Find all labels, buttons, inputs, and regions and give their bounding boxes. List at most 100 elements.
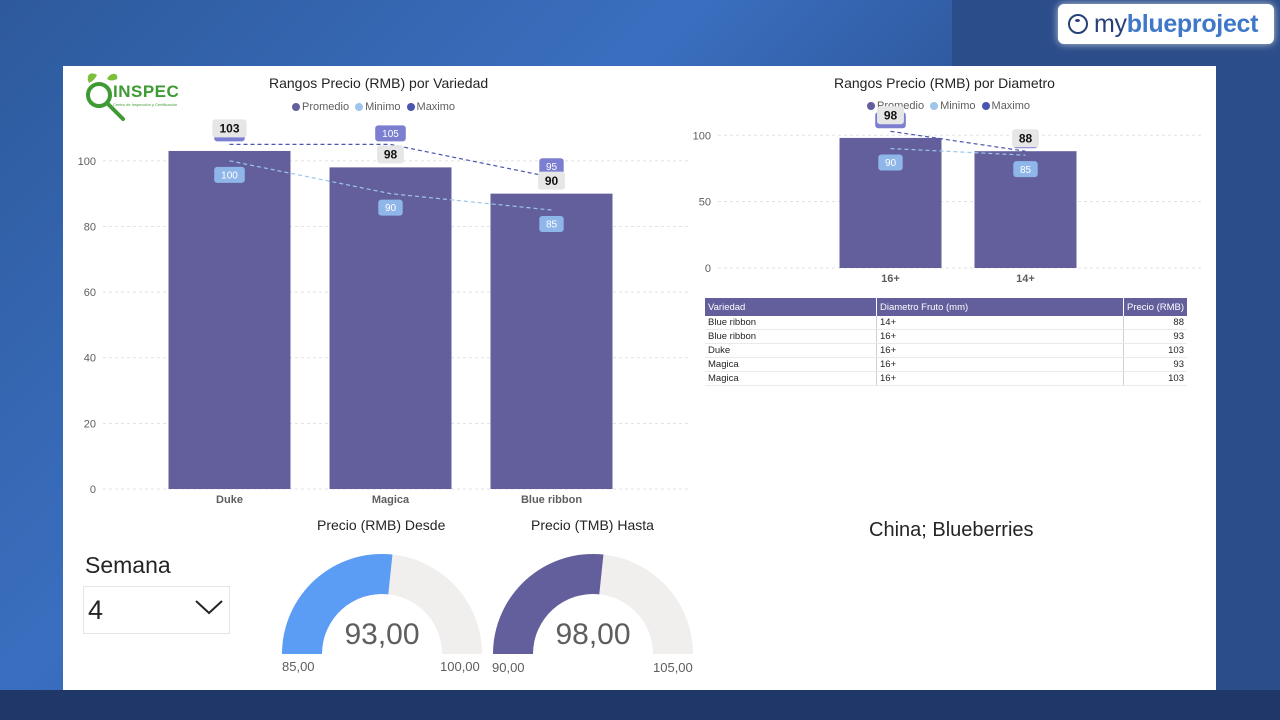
y-tick-label: 100 (693, 130, 711, 142)
line-maximo (890, 130, 1026, 152)
legend-item-maximo[interactable]: Maximo (406, 101, 456, 113)
background-bottom-strip (0, 690, 1280, 720)
data-label-minimo-box (214, 166, 245, 183)
bar (168, 150, 291, 489)
table-row: Blue ribbon 16+ 93 (705, 329, 1187, 344)
table-cell: Magica (705, 371, 877, 386)
gauge-fill (282, 554, 393, 654)
y-tick-label: 0 (90, 484, 96, 496)
gauge-fill (493, 554, 604, 654)
gauge-desde (282, 554, 482, 654)
data-label-maximo: 105 (382, 129, 399, 140)
data-label-minimo-box (539, 216, 564, 233)
data-label-promedio-box (538, 171, 565, 190)
data-label-promedio: 98 (884, 109, 898, 123)
table-header-row: Variedad Diametro Fruto (mm) Precio (RMB… (705, 298, 1187, 316)
data-label-maximo-box (539, 158, 564, 175)
table-cell: Blue ribbon (705, 316, 877, 330)
legend-item-promedio[interactable]: Promedio (292, 101, 349, 113)
legend-label-minimo: Minimo (940, 100, 976, 112)
semana-selected-value: 4 (88, 595, 104, 625)
gauge-hasta (493, 554, 693, 654)
gauge-hasta-value: 98,00 (555, 618, 631, 651)
legend-dot-maximo (406, 103, 415, 111)
y-tick-label: 40 (84, 353, 96, 365)
legend-label-minimo: Minimo (365, 101, 401, 113)
y-tick-label: 80 (84, 221, 96, 233)
report-canvas: INSPEC Centro de Inspección y Certificac… (63, 66, 1216, 690)
table-cell: Blue ribbon (705, 329, 877, 344)
gauge-desde-min: 85,00 (282, 659, 315, 674)
line-maximo (229, 143, 552, 178)
legend-dot-minimo (930, 102, 939, 110)
table-cell: 16+ (876, 371, 1124, 386)
inspec-logo: INSPEC Centro de Inspección y Certificac… (77, 69, 187, 125)
data-label-minimo: 90 (885, 158, 897, 169)
table-row: Magica 16+ 93 (705, 357, 1187, 372)
table-cell: 93 (1123, 329, 1187, 344)
column-header-diametro[interactable]: Diametro Fruto (mm) (876, 298, 1124, 316)
data-label-maximo-box (375, 125, 406, 142)
legend-item-minimo[interactable]: Minimo (355, 101, 401, 113)
table-cell: 16+ (876, 329, 1124, 344)
x-tick-label: 16+ (881, 273, 900, 285)
gauge-hasta-title: Precio (TMB) Hasta (531, 517, 654, 533)
semana-dropdown[interactable]: 4 (83, 586, 230, 634)
data-label-promedio-box (877, 106, 904, 125)
column-header-precio[interactable]: Precio (RMB) (1123, 298, 1187, 316)
line-minimo (890, 147, 1026, 156)
data-label-promedio-box (1012, 129, 1039, 148)
x-tick-label: Blue ribbon (521, 494, 582, 506)
data-label-maximo: 95 (546, 162, 558, 173)
legend-dot-promedio (867, 102, 875, 110)
y-tick-label: 60 (84, 287, 96, 299)
column-header-variedad[interactable]: Variedad (705, 298, 877, 316)
gauge-desde-title: Precio (RMB) Desde (317, 517, 446, 533)
legend-item-minimo[interactable]: Minimo (930, 100, 976, 112)
table-cell: 93 (1123, 357, 1187, 372)
price-table: Variedad Diametro Fruto (mm) Precio (RMB… (705, 298, 1187, 386)
brand-name: myblueproject (1094, 9, 1259, 38)
legend-item-maximo[interactable]: Maximo (981, 100, 1031, 112)
brand-logo: myblueproject (1058, 4, 1274, 44)
y-tick-label: 20 (84, 418, 96, 430)
market-note: China; Blueberries (869, 519, 1034, 541)
gauge-desde-value: 93,00 (344, 618, 420, 651)
legend-label-maximo: Maximo (416, 101, 456, 113)
gauge-desde-max: 100,00 (440, 659, 480, 674)
data-label-promedio: 88 (1019, 132, 1033, 146)
legend-dot-minimo (355, 103, 364, 111)
semana-filter-label: Semana (85, 552, 171, 578)
data-label-minimo-box (878, 154, 903, 171)
table-row: Duke 16+ 103 (705, 343, 1187, 358)
chart-diametro-title: Rangos Precio (RMB) por Diametro (834, 75, 1055, 91)
table-cell: Duke (705, 343, 877, 358)
data-label-minimo: 85 (1020, 165, 1032, 176)
chevron-down-icon (195, 600, 223, 615)
data-label-minimo-box (1013, 161, 1038, 178)
data-label-promedio: 90 (545, 174, 559, 188)
table-row: Blue ribbon 14+ 88 (705, 316, 1187, 330)
line-minimo (229, 160, 552, 211)
blueberry-icon (1068, 14, 1088, 34)
legend-label-maximo: Maximo (991, 100, 1031, 112)
x-tick-label: Magica (372, 494, 410, 506)
table-cell: 16+ (876, 343, 1124, 358)
data-label-promedio-box (212, 119, 247, 138)
logo-text: INSPEC (113, 82, 180, 101)
legend-dot-promedio (292, 103, 300, 111)
data-label-promedio: 103 (219, 122, 239, 136)
chart-variedad: 0 20 40 60 80 100 Duke Magica Blue ribbon 105 100 1… (78, 119, 688, 506)
gauge-hasta-max: 105,00 (653, 660, 693, 675)
y-tick-label: 0 (705, 263, 711, 275)
chart-variedad-title: Rangos Precio (RMB) por Variedad (269, 75, 489, 91)
y-tick-label: 50 (699, 197, 711, 209)
x-tick-label: Duke (216, 494, 243, 506)
table-cell: Magica (705, 357, 877, 372)
table-cell: 103 (1123, 371, 1187, 386)
data-label-promedio-box (377, 145, 404, 164)
table-cell: 103 (1123, 343, 1187, 358)
x-tick-label: 14+ (1016, 273, 1035, 285)
table-row: Magica 16+ 103 (705, 371, 1187, 386)
